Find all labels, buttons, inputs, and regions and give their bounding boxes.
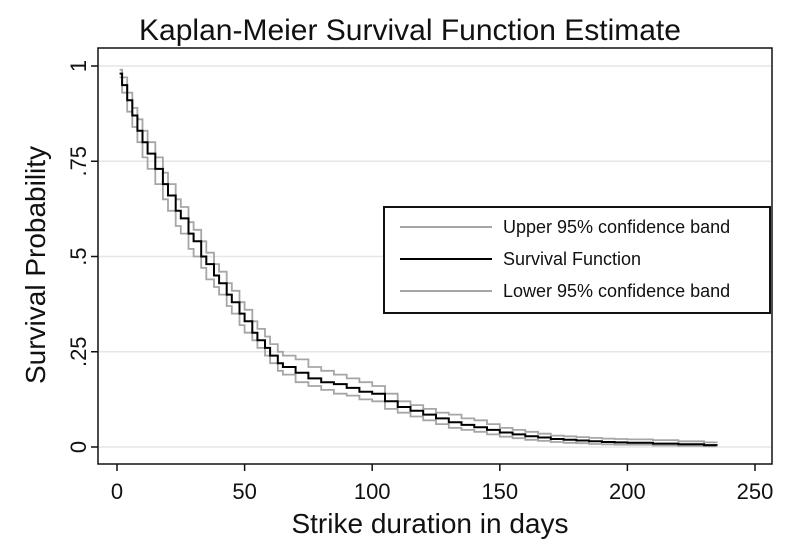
- y-axis-label: Survival Probability: [20, 146, 51, 384]
- legend-label-upper: Upper 95% confidence band: [503, 217, 730, 237]
- series-lines: [119, 68, 718, 448]
- legend-label-lower: Lower 95% confidence band: [503, 281, 730, 301]
- x-tick-label-3: 150: [481, 479, 518, 504]
- y-tick-label-0: 0: [66, 441, 91, 453]
- x-axis-ticks: 0 50 100 150 200 250: [111, 464, 773, 504]
- y-tick-label-2: .5: [66, 247, 91, 265]
- x-tick-label-1: 50: [232, 479, 256, 504]
- lower-band-line: [119, 76, 718, 448]
- y-axis-ticks: 0 .25 .5 .75 1: [66, 60, 98, 453]
- x-axis-label: Strike duration in days: [291, 508, 568, 539]
- x-tick-label-2: 100: [354, 479, 391, 504]
- upper-band-line: [119, 68, 718, 444]
- x-tick-label-5: 250: [737, 479, 774, 504]
- x-tick-label-0: 0: [111, 479, 123, 504]
- x-tick-label-4: 200: [609, 479, 646, 504]
- legend-label-survival: Survival Function: [503, 249, 641, 269]
- legend: Upper 95% confidence band Survival Funct…: [383, 206, 771, 314]
- y-tick-label-1: .25: [66, 336, 91, 367]
- y-tick-label-3: .75: [66, 146, 91, 177]
- chart-title: Kaplan-Meier Survival Function Estimate: [139, 14, 681, 47]
- survival-function-line: [119, 72, 718, 447]
- y-tick-label-4: 1: [66, 60, 91, 72]
